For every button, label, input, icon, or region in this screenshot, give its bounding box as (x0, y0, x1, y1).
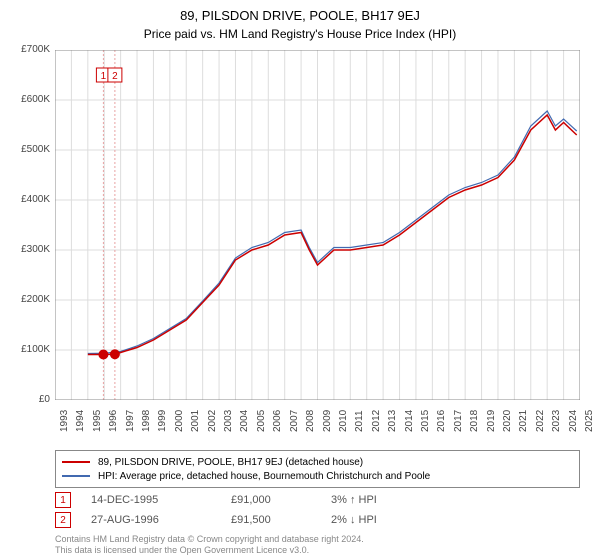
x-tick-label: 2015 (420, 410, 431, 432)
x-tick-label: 1997 (125, 410, 136, 432)
sale-price: £91,500 (231, 514, 331, 526)
legend-label: 89, PILSDON DRIVE, POOLE, BH17 9EJ (deta… (98, 457, 363, 468)
chart-container: 89, PILSDON DRIVE, POOLE, BH17 9EJ Price… (0, 0, 600, 560)
x-tick-label: 1995 (92, 410, 103, 432)
x-tick-label: 1998 (141, 410, 152, 432)
x-tick-label: 2019 (486, 410, 497, 432)
sales-table: 1 14-DEC-1995£91,0003% ↑ HPI 2 27-AUG-1996£… (55, 490, 431, 530)
y-tick-label: £500K (0, 144, 50, 155)
legend-label: HPI: Average price, detached house, Bour… (98, 471, 430, 482)
legend: 89, PILSDON DRIVE, POOLE, BH17 9EJ (deta… (55, 450, 580, 488)
x-tick-label: 2003 (223, 410, 234, 432)
legend-swatch (62, 475, 90, 477)
x-tick-label: 2024 (568, 410, 579, 432)
y-tick-label: £600K (0, 94, 50, 105)
x-tick-label: 2006 (272, 410, 283, 432)
footer-attribution: Contains HM Land Registry data © Crown c… (55, 534, 364, 556)
sale-number-box: 2 (55, 512, 71, 528)
x-tick-label: 2025 (584, 410, 595, 432)
x-tick-label: 2007 (289, 410, 300, 432)
x-tick-label: 2021 (518, 410, 529, 432)
sale-date: 27-AUG-1996 (91, 514, 231, 526)
chart-subtitle: Price paid vs. HM Land Registry's House … (0, 23, 600, 41)
x-tick-label: 1993 (59, 410, 70, 432)
x-tick-label: 2022 (535, 410, 546, 432)
x-tick-label: 2011 (354, 410, 365, 432)
svg-text:2: 2 (112, 71, 118, 82)
legend-swatch (62, 461, 90, 463)
x-tick-label: 2014 (404, 410, 415, 432)
sale-delta: 2% ↓ HPI (331, 514, 431, 526)
footer-line2: This data is licensed under the Open Gov… (55, 545, 364, 556)
sale-date: 14-DEC-1995 (91, 494, 231, 506)
x-tick-label: 2004 (239, 410, 250, 432)
y-tick-label: £100K (0, 344, 50, 355)
x-tick-label: 1994 (75, 410, 86, 432)
y-tick-label: £0 (0, 394, 50, 405)
footer-line1: Contains HM Land Registry data © Crown c… (55, 534, 364, 545)
x-tick-label: 2000 (174, 410, 185, 432)
y-tick-label: £700K (0, 44, 50, 55)
x-tick-label: 2005 (256, 410, 267, 432)
svg-text:1: 1 (101, 71, 107, 82)
x-tick-label: 2016 (436, 410, 447, 432)
y-tick-label: £400K (0, 194, 50, 205)
y-tick-label: £300K (0, 244, 50, 255)
y-tick-label: £200K (0, 294, 50, 305)
legend-item: 89, PILSDON DRIVE, POOLE, BH17 9EJ (deta… (62, 455, 573, 469)
x-tick-label: 2009 (322, 410, 333, 432)
sale-number-box: 1 (55, 492, 71, 508)
x-tick-label: 2008 (305, 410, 316, 432)
x-tick-label: 2020 (502, 410, 513, 432)
sale-row: 1 14-DEC-1995£91,0003% ↑ HPI (55, 490, 431, 510)
chart-title: 89, PILSDON DRIVE, POOLE, BH17 9EJ (0, 0, 600, 23)
x-tick-label: 2017 (453, 410, 464, 432)
x-tick-label: 2001 (190, 410, 201, 432)
sale-row: 2 27-AUG-1996£91,5002% ↓ HPI (55, 510, 431, 530)
x-tick-label: 2023 (551, 410, 562, 432)
x-tick-label: 1996 (108, 410, 119, 432)
x-tick-label: 2018 (469, 410, 480, 432)
price-chart: 12 (55, 50, 580, 400)
sale-delta: 3% ↑ HPI (331, 494, 431, 506)
x-tick-label: 2002 (207, 410, 218, 432)
sale-price: £91,000 (231, 494, 331, 506)
x-tick-label: 2012 (371, 410, 382, 432)
x-tick-label: 1999 (157, 410, 168, 432)
legend-item: HPI: Average price, detached house, Bour… (62, 469, 573, 483)
x-tick-label: 2013 (387, 410, 398, 432)
x-tick-label: 2010 (338, 410, 349, 432)
